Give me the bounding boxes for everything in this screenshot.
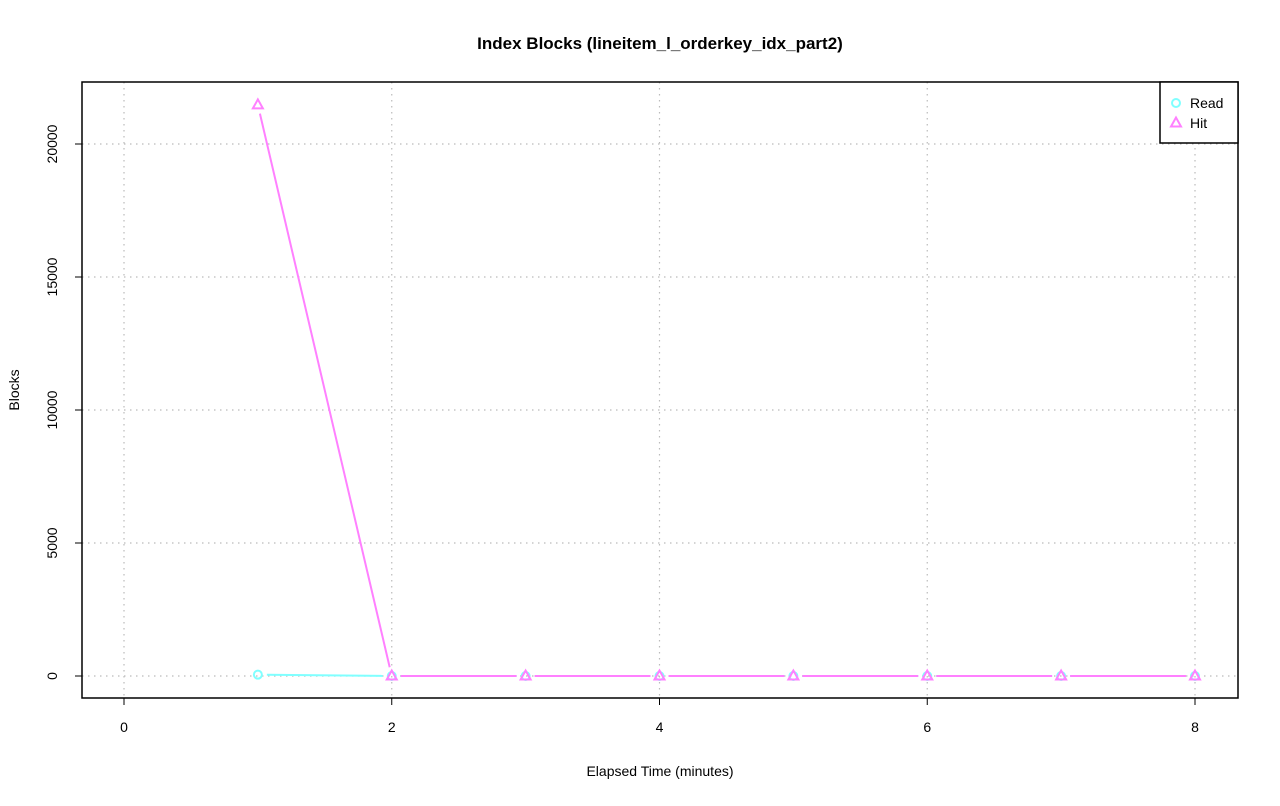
x-tick-label: 6 (923, 719, 931, 735)
data-point (1188, 668, 1202, 681)
series-hit (251, 97, 1202, 681)
x-tick-label: 4 (656, 719, 664, 735)
y-tick-label: 10000 (44, 390, 60, 429)
x-tick-label: 8 (1191, 719, 1199, 735)
data-point (252, 669, 263, 680)
data-point (251, 97, 265, 110)
legend-label: Read (1190, 95, 1223, 111)
data-point (385, 668, 399, 681)
data-point (786, 668, 801, 681)
y-tick-label: 20000 (44, 124, 60, 163)
axes: 0 2 4 6 8 0 5000 10000 15000 20000 (44, 124, 1199, 735)
data-point (518, 668, 533, 681)
legend-marker-read (1171, 98, 1181, 108)
series (251, 97, 1202, 681)
plot-frame (81, 81, 1239, 699)
legend-box (1159, 81, 1239, 144)
x-tick-label: 0 (120, 719, 128, 735)
y-tick-label: 0 (44, 672, 60, 680)
series-line-segment (258, 113, 391, 668)
x-axis-label: Elapsed Time (minutes) (586, 763, 733, 779)
y-tick-label: 15000 (44, 257, 60, 296)
legend-label: Hit (1190, 115, 1207, 131)
data-point (1054, 668, 1068, 681)
data-point (920, 668, 934, 681)
y-tick-label: 5000 (44, 527, 60, 558)
legend-marker-hit (1169, 115, 1183, 128)
legend: Read Hit (1159, 81, 1239, 144)
grid (82, 82, 1238, 698)
series-line-segment (266, 673, 383, 677)
chart-title: Index Blocks (lineitem_l_orderkey_idx_pa… (477, 34, 843, 53)
x-tick-label: 2 (388, 719, 396, 735)
y-axis-label: Blocks (6, 369, 22, 410)
data-point (652, 668, 667, 681)
